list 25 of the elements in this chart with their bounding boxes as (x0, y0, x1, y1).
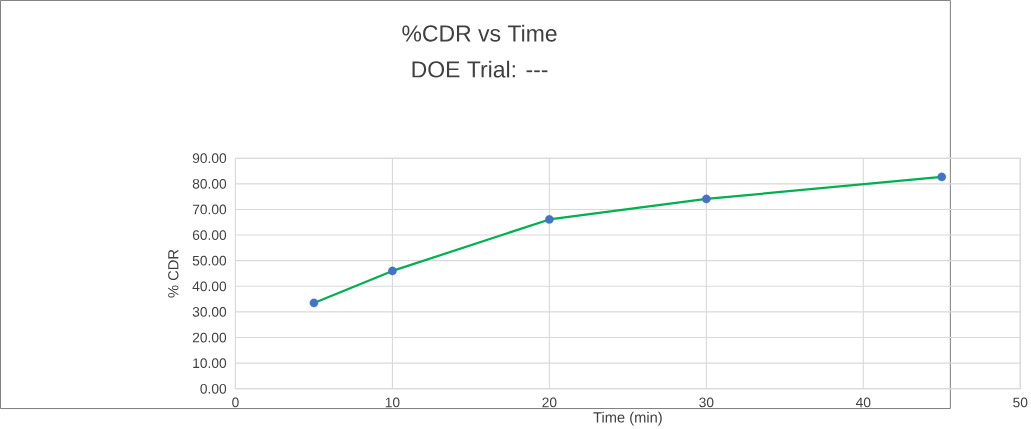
y-tick-label: 40.00 (192, 281, 227, 292)
point (545, 215, 554, 225)
y-tick-label: 70.00 (192, 204, 227, 215)
y-tick-label: 10.00 (193, 358, 227, 369)
x-tick-label: 30 (699, 397, 714, 408)
point (702, 194, 711, 204)
chart-title: %CDR vs Time (402, 24, 557, 42)
y-tick-label: 20.00 (192, 332, 227, 343)
x-tick-label: 10 (385, 397, 400, 408)
x-tick-label: 0 (232, 397, 239, 408)
y-tick-label: 80.00 (192, 179, 227, 189)
y-tick-label: 90.00 (192, 153, 227, 164)
point (388, 266, 397, 276)
y-tick-label: 30.00 (192, 307, 227, 318)
x-axis-title: Time (min) (593, 412, 662, 426)
y-axis-title: % CDR (168, 249, 179, 298)
y-tick-label: 50.00 (192, 256, 227, 266)
x-tick-label: 20 (542, 397, 557, 408)
point (937, 172, 947, 182)
chart-subtitle: DOE Trial: --- (412, 60, 548, 78)
y-tick-label: 60.00 (192, 230, 227, 241)
x-tick-label: 40 (855, 397, 871, 408)
point (309, 298, 319, 308)
x-tick-label: 50 (1013, 397, 1028, 408)
y-tick-label: 0.00 (200, 384, 227, 394)
